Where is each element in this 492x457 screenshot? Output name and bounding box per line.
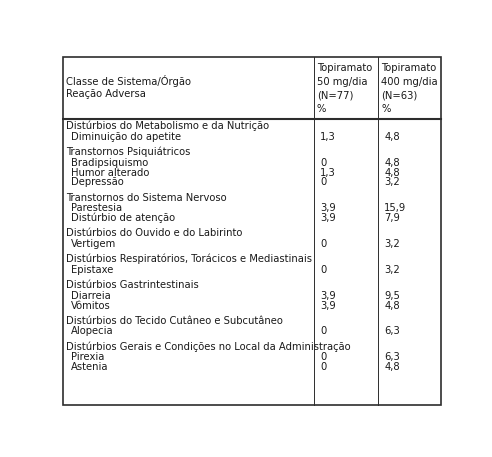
Text: Distúrbios Gerais e Condições no Local da Administração: Distúrbios Gerais e Condições no Local d… [66, 341, 351, 352]
Text: 3,2: 3,2 [384, 265, 400, 275]
Text: 0: 0 [320, 158, 326, 168]
Text: Vertigem: Vertigem [71, 239, 116, 249]
Text: 4,8: 4,8 [384, 301, 400, 310]
Text: Distúrbios Respiratórios, Torácicos e Mediastinais: Distúrbios Respiratórios, Torácicos e Me… [66, 254, 312, 265]
Text: Humor alterado: Humor alterado [71, 168, 149, 177]
Text: 0: 0 [320, 177, 326, 187]
Text: 4,8: 4,8 [384, 362, 400, 372]
Text: Pirexia: Pirexia [71, 352, 104, 362]
Text: Alopecia: Alopecia [71, 326, 113, 336]
Text: 0: 0 [320, 362, 326, 372]
Text: 1,3: 1,3 [320, 168, 336, 177]
Text: 400 mg/dia: 400 mg/dia [381, 77, 438, 87]
Text: 50 mg/dia: 50 mg/dia [317, 77, 368, 87]
Text: 3,2: 3,2 [384, 177, 400, 187]
Text: Parestesia: Parestesia [71, 203, 122, 213]
Text: 4,8: 4,8 [384, 132, 400, 142]
Text: Topiramato: Topiramato [381, 63, 436, 73]
Text: Depressão: Depressão [71, 177, 123, 187]
Text: 1,3: 1,3 [320, 132, 336, 142]
Text: Distúrbio de atenção: Distúrbio de atenção [71, 213, 175, 223]
Text: Vômitos: Vômitos [71, 301, 110, 310]
Text: 0: 0 [320, 239, 326, 249]
Text: Bradipsiquismo: Bradipsiquismo [71, 158, 148, 168]
Text: Transtornos Psiquiátricos: Transtornos Psiquiátricos [66, 147, 190, 157]
Text: 0: 0 [320, 265, 326, 275]
Text: Classe de Sistema/Órgão: Classe de Sistema/Órgão [66, 75, 191, 87]
Text: 4,8: 4,8 [384, 158, 400, 168]
Text: 3,9: 3,9 [320, 291, 336, 301]
Text: Distúrbios Gastrintestinais: Distúrbios Gastrintestinais [66, 280, 199, 290]
Text: 0: 0 [320, 326, 326, 336]
Text: Topiramato: Topiramato [317, 63, 372, 73]
Text: 3,9: 3,9 [320, 213, 336, 223]
Text: 0: 0 [320, 352, 326, 362]
Text: %: % [317, 104, 326, 114]
Text: Astenia: Astenia [71, 362, 108, 372]
Text: Transtornos do Sistema Nervoso: Transtornos do Sistema Nervoso [66, 192, 227, 202]
Text: (N=77): (N=77) [317, 90, 353, 101]
Text: 15,9: 15,9 [384, 203, 406, 213]
Text: 3,9: 3,9 [320, 203, 336, 213]
Text: 6,3: 6,3 [384, 352, 400, 362]
Text: Distúrbios do Metabolismo e da Nutrição: Distúrbios do Metabolismo e da Nutrição [66, 121, 269, 132]
Text: (N=63): (N=63) [381, 90, 417, 101]
Text: 3,9: 3,9 [320, 301, 336, 310]
Text: Epistaxe: Epistaxe [71, 265, 113, 275]
Text: Reação Adversa: Reação Adversa [66, 90, 146, 100]
Text: 4,8: 4,8 [384, 168, 400, 177]
Text: Diarreia: Diarreia [71, 291, 110, 301]
Text: 3,2: 3,2 [384, 239, 400, 249]
Text: Distúrbios do Ouvido e do Labirinto: Distúrbios do Ouvido e do Labirinto [66, 228, 243, 239]
Text: 7,9: 7,9 [384, 213, 400, 223]
Text: 6,3: 6,3 [384, 326, 400, 336]
Text: 9,5: 9,5 [384, 291, 400, 301]
Text: %: % [381, 104, 391, 114]
Text: Diminuição do apetite: Diminuição do apetite [71, 132, 181, 142]
Text: Distúrbios do Tecido Cutâneo e Subcutâneo: Distúrbios do Tecido Cutâneo e Subcutâne… [66, 316, 283, 326]
